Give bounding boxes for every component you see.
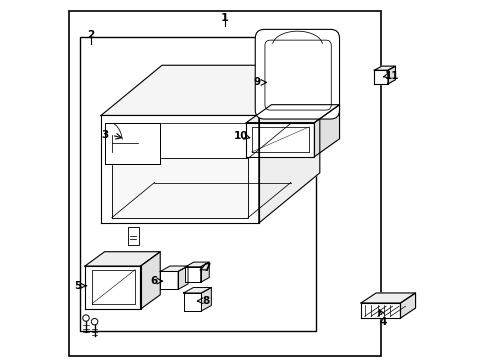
Polygon shape — [246, 105, 339, 123]
Polygon shape — [185, 262, 209, 267]
Polygon shape — [178, 266, 187, 289]
Polygon shape — [160, 266, 187, 271]
Polygon shape — [400, 293, 415, 318]
Polygon shape — [360, 303, 400, 318]
Polygon shape — [201, 262, 209, 282]
Text: 1: 1 — [221, 13, 228, 23]
Text: 9: 9 — [253, 77, 260, 87]
Polygon shape — [112, 158, 247, 218]
Text: 8: 8 — [202, 296, 209, 306]
Polygon shape — [258, 65, 319, 223]
Polygon shape — [360, 293, 415, 303]
Text: 4: 4 — [379, 317, 386, 327]
Polygon shape — [101, 116, 258, 223]
Polygon shape — [183, 288, 211, 293]
Polygon shape — [104, 123, 160, 164]
Polygon shape — [185, 267, 201, 282]
Polygon shape — [246, 123, 314, 157]
Text: 10: 10 — [233, 131, 247, 141]
Text: 2: 2 — [87, 30, 95, 40]
Polygon shape — [160, 271, 178, 289]
Text: 6: 6 — [150, 276, 157, 286]
Bar — [69, 12, 380, 356]
Polygon shape — [85, 266, 140, 309]
Bar — [80, 37, 316, 330]
FancyBboxPatch shape — [255, 30, 339, 119]
Polygon shape — [140, 252, 160, 309]
Polygon shape — [314, 105, 339, 157]
Polygon shape — [373, 70, 387, 84]
Text: 3: 3 — [102, 130, 109, 140]
Polygon shape — [201, 288, 211, 311]
Text: 5: 5 — [74, 281, 81, 291]
Polygon shape — [85, 252, 160, 266]
Text: 7: 7 — [203, 263, 210, 273]
Polygon shape — [373, 66, 395, 70]
Text: 11: 11 — [384, 71, 399, 81]
Polygon shape — [101, 65, 319, 116]
Polygon shape — [183, 293, 201, 311]
Polygon shape — [128, 226, 139, 244]
Polygon shape — [387, 66, 395, 84]
